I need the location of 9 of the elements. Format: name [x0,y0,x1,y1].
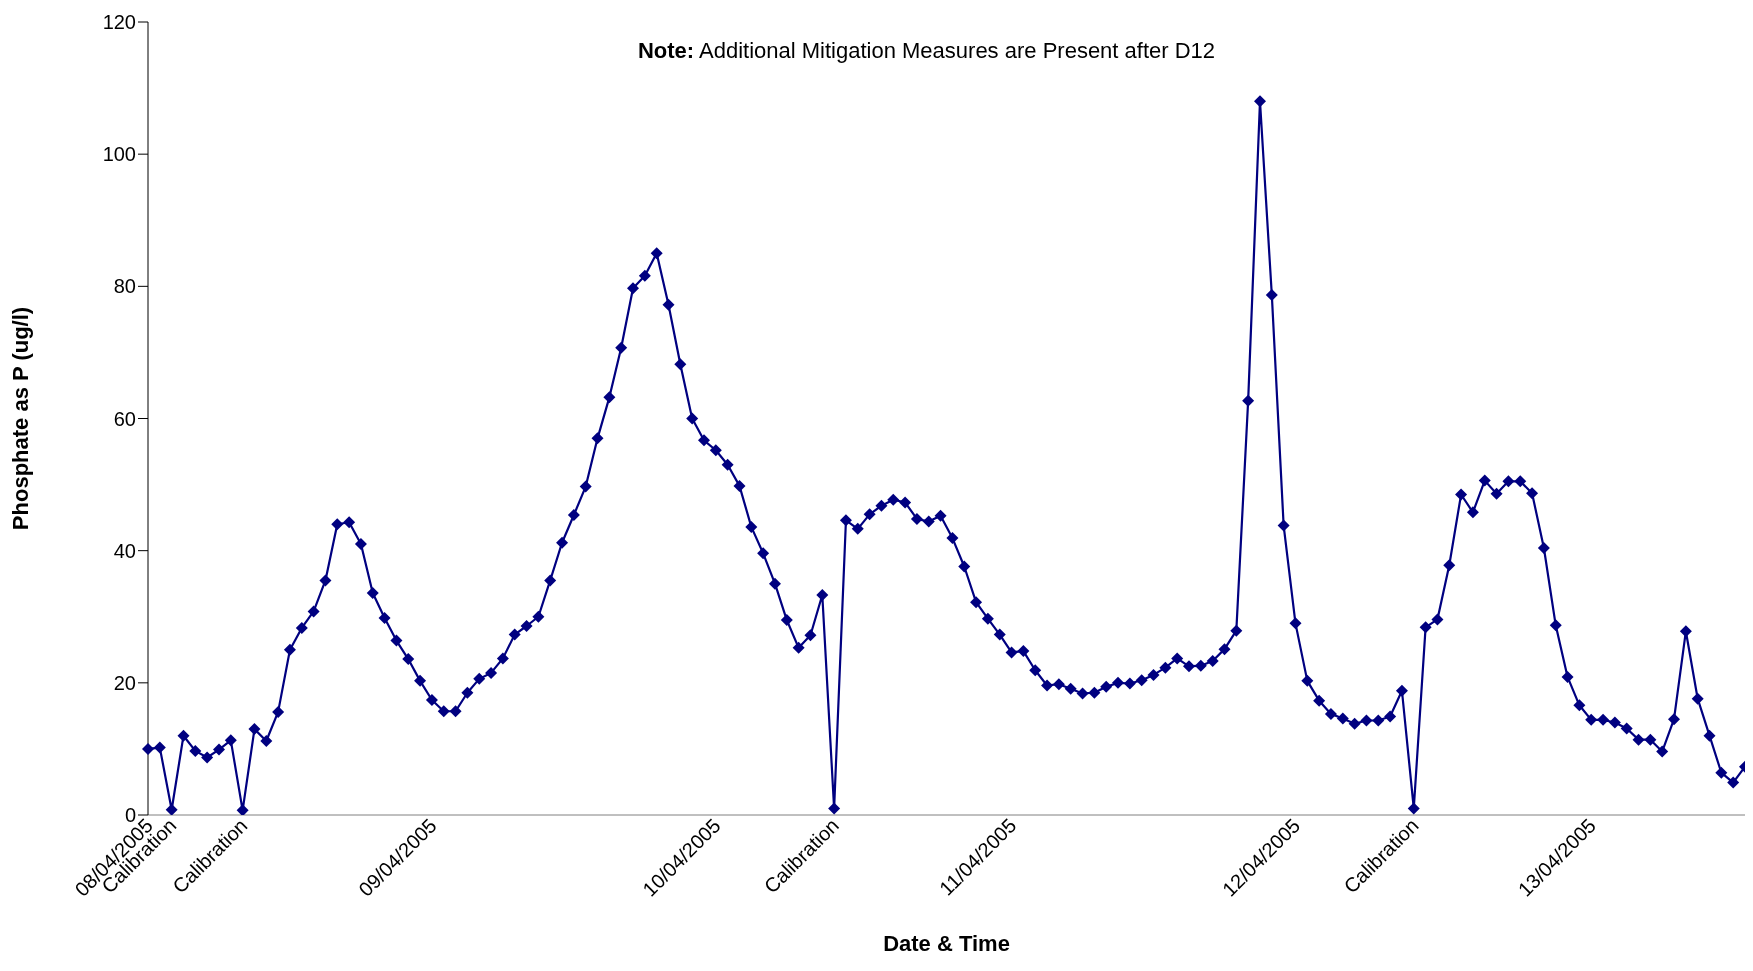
y-tick-label: 120 [102,11,136,34]
y-tick-label: 20 [113,671,136,694]
y-tick-label: 80 [113,275,136,298]
y-tick-label: 60 [113,407,136,430]
y-tick-label: 40 [113,539,136,562]
y-axis-title: Phosphate as P (ug/l) [7,306,33,531]
y-tick-label: 100 [102,143,136,166]
x-axis-title: Date & Time [883,931,1010,956]
annotation: Note: Additional Mitigation Measures are Present after D12 [636,38,1217,64]
